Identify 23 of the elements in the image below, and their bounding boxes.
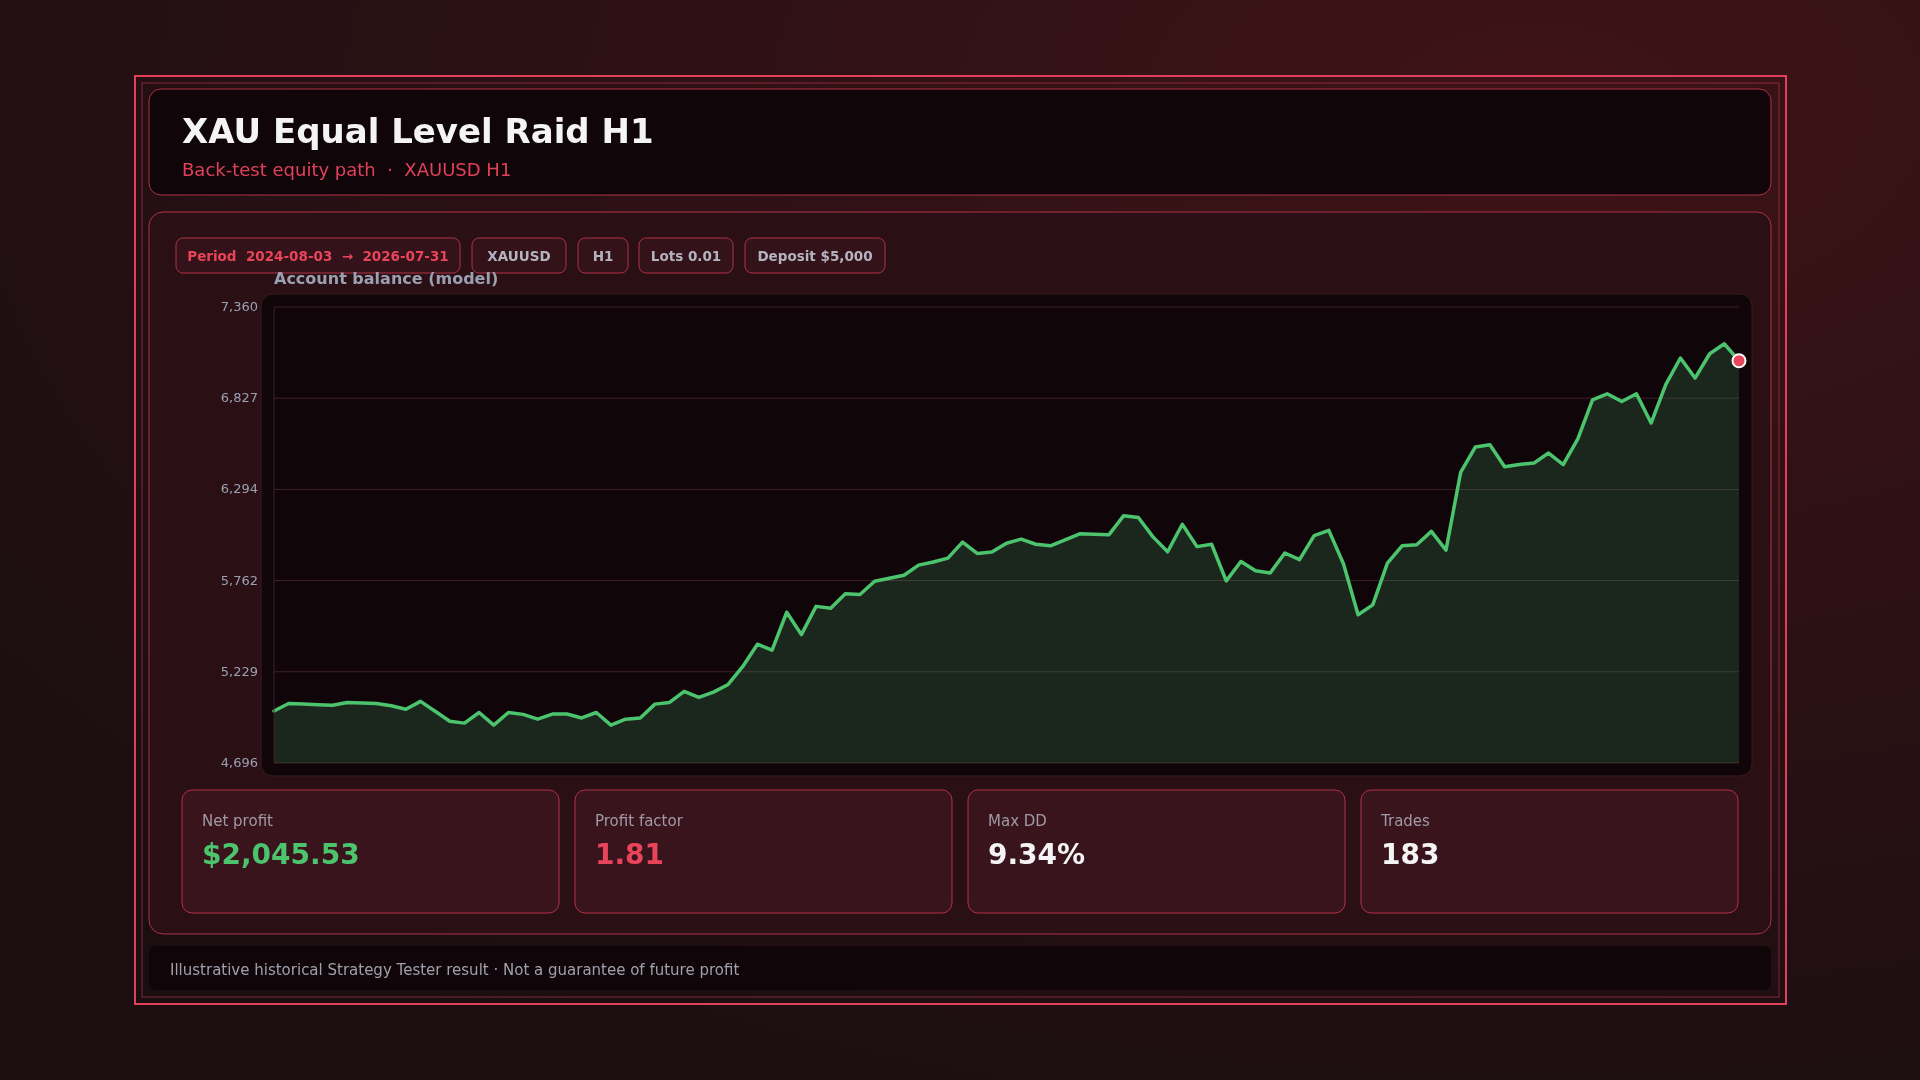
text: Max DD: [988, 812, 1047, 830]
y-axis-title: Account balance (model): [274, 269, 499, 288]
text: 1.81: [595, 838, 665, 871]
text: Illustrative historical Strategy Tester result · Not a guarantee of future profit: [170, 961, 740, 979]
y-tick-label: 4,696: [220, 755, 258, 770]
text: Lots 0.01: [650, 248, 722, 264]
y-tick-label: 5,229: [220, 663, 258, 679]
y-tick-label: 6,827: [220, 390, 258, 406]
text: Trades: [1380, 812, 1431, 830]
y-tick-label: 7,360: [220, 299, 258, 314]
text: Profit factor: [595, 812, 684, 830]
chart-subtitle: Back-test equity path · XAUUSD H1: [182, 159, 512, 180]
chart-title: XAU Equal Level Raid H1: [182, 111, 654, 151]
y-tick-label: 6,294: [220, 481, 258, 497]
text: H1: [592, 248, 614, 264]
text: $2,045.53: [202, 838, 360, 871]
text: Net profit: [202, 812, 274, 830]
text: Period 2024-08-03 → 2026-07-31: [187, 248, 449, 264]
y-tick-label: 5,762: [220, 572, 258, 588]
text: Deposit $5,000: [757, 248, 873, 264]
text: 183: [1381, 838, 1440, 871]
text: XAUUSD: [487, 248, 551, 264]
text: 9.34%: [988, 838, 1086, 871]
